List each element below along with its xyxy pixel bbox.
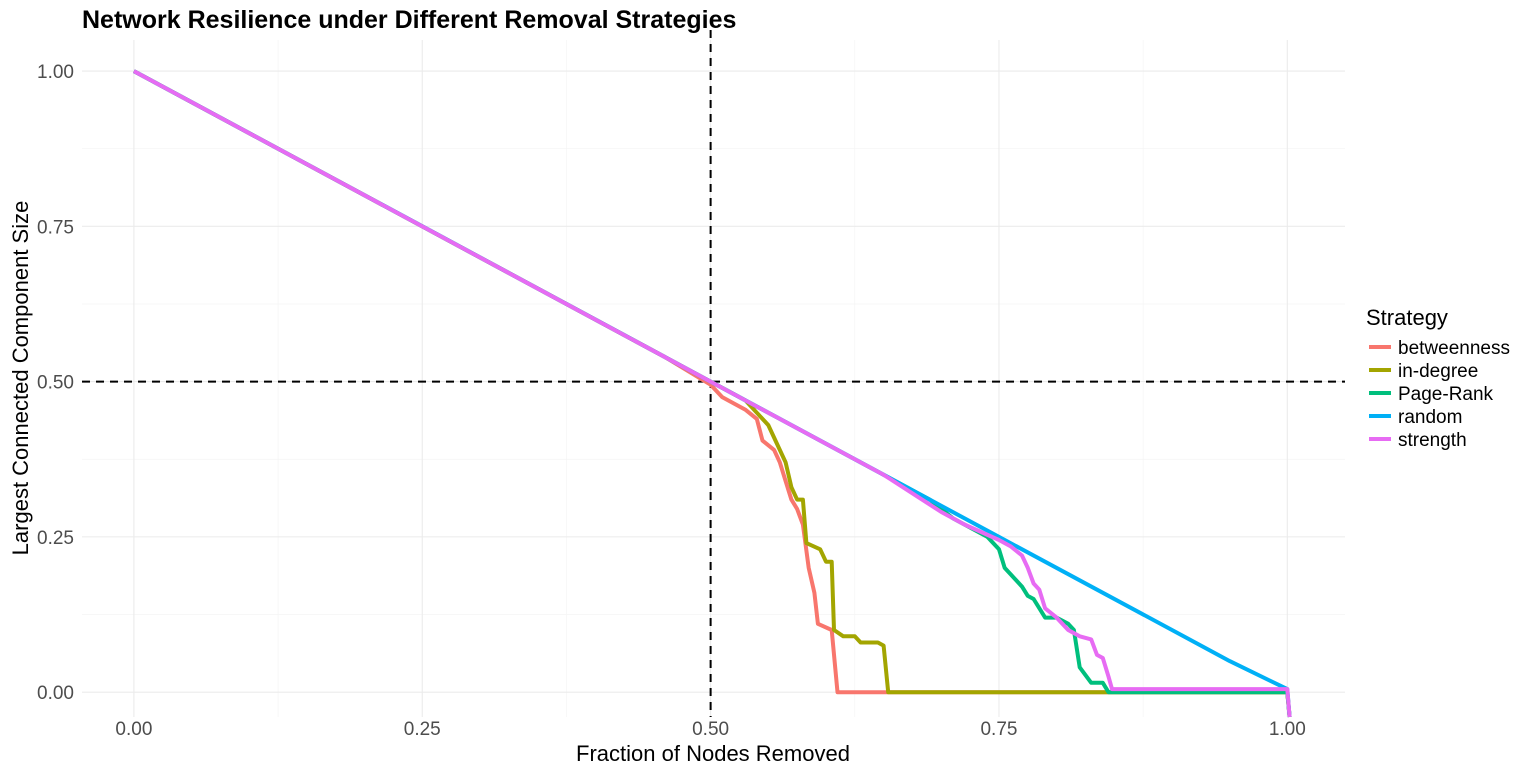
chart-title: Network Resilience under Different Remov… <box>82 6 736 34</box>
x-axis-ticks: 0.00 0.25 0.50 0.75 1.00 <box>115 719 1305 740</box>
y-tick-label: 0.75 <box>37 217 74 238</box>
x-tick-label: 0.25 <box>404 719 441 740</box>
series-line-strength <box>132 69 1292 718</box>
legend-label: strength <box>1398 430 1467 451</box>
legend-title: Strategy <box>1366 305 1448 330</box>
y-tick-label: 1.00 <box>37 62 74 83</box>
series-line-betweenness <box>132 69 1292 718</box>
series-line-page-rank <box>132 69 1292 718</box>
y-axis-title: Largest Connected Component Size <box>8 201 33 556</box>
legend-label: betweenness <box>1398 338 1510 359</box>
series-line-random <box>132 69 1292 718</box>
legend: Strategy betweennessin-degreePage-Rankra… <box>1366 305 1510 451</box>
grid-layer <box>82 40 1345 717</box>
y-tick-label: 0.25 <box>37 528 74 549</box>
legend-label: Page-Rank <box>1398 384 1494 405</box>
legend-label: random <box>1398 407 1462 428</box>
x-tick-label: 1.00 <box>1269 719 1306 740</box>
x-tick-label: 0.50 <box>692 719 729 740</box>
x-axis-title: Fraction of Nodes Removed <box>576 741 850 766</box>
x-tick-label: 0.75 <box>980 719 1017 740</box>
x-tick-label: 0.00 <box>115 719 152 740</box>
y-tick-label: 0.50 <box>37 373 74 394</box>
legend-items: betweennessin-degreePage-Rankrandomstren… <box>1369 338 1510 451</box>
reference-lines <box>82 30 1345 717</box>
y-tick-label: 0.00 <box>37 683 74 704</box>
y-axis-ticks: 0.00 0.25 0.50 0.75 1.00 <box>37 62 74 704</box>
series-layer <box>132 69 1292 718</box>
series-line-in-degree <box>132 69 1292 718</box>
legend-label: in-degree <box>1398 361 1478 382</box>
